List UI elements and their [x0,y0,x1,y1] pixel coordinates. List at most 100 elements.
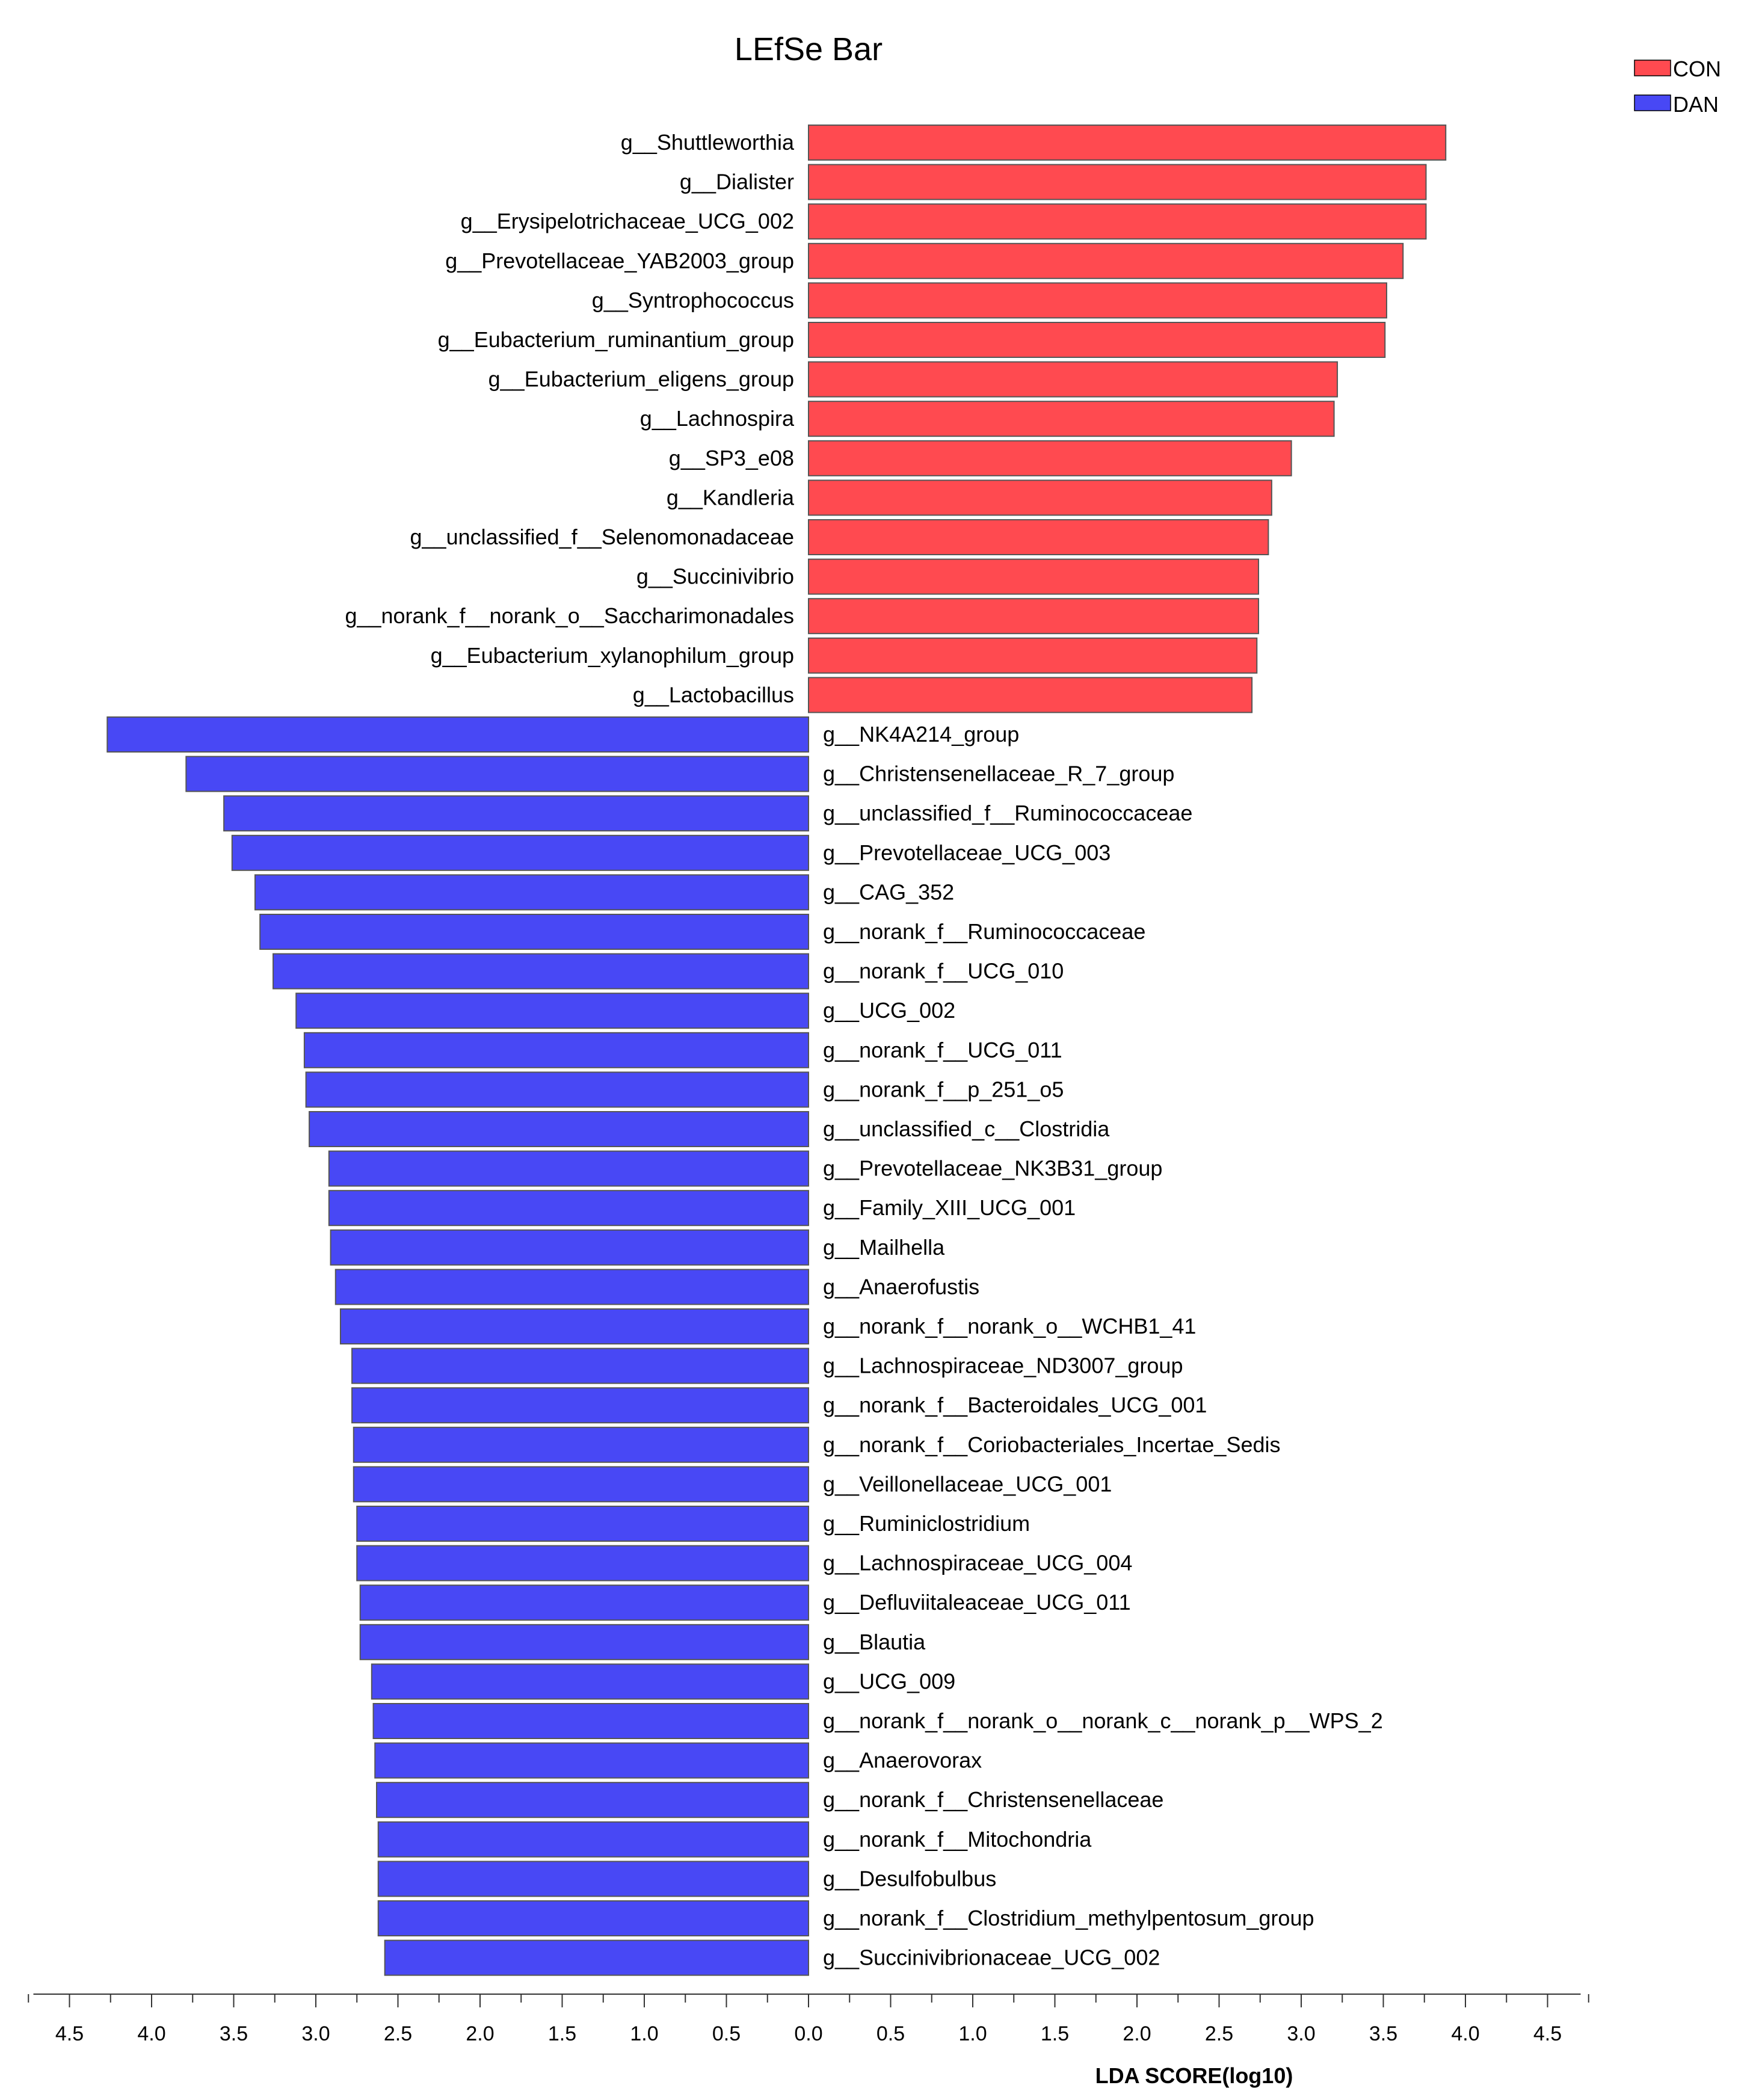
bar-label-con-10: g__unclassified_f__Selenomonadaceae [410,525,795,549]
bar-dan-27 [376,1782,809,1818]
bar-label-dan-29: g__Desulfobulbus [823,1866,996,1891]
bar-con-8 [808,440,1292,476]
bar-label-dan-30: g__norank_f__Clostridium_methylpentosum_… [823,1906,1314,1930]
bar-label-con-7: g__Lachnospira [640,406,795,431]
bar-con-10 [808,519,1269,555]
bar-dan-4 [254,874,809,911]
bar-label-con-5: g__Eubacterium_ruminantium_group [438,327,794,352]
bar-label-dan-19: g__Veillonellaceae_UCG_001 [823,1471,1112,1496]
x-tick-label: 3.5 [220,2022,248,2045]
bar-dan-13 [330,1229,809,1266]
bar-label-dan-16: g__Lachnospiraceae_ND3007_group [823,1353,1183,1378]
x-tick-label: 2.5 [1205,2022,1233,2045]
bar-label-dan-18: g__norank_f__Coriobacteriales_Incertae_S… [823,1432,1281,1457]
bar-label-dan-2: g__unclassified_f__Ruminococcaceae [823,801,1192,825]
bar-label-dan-4: g__CAG_352 [823,879,954,904]
bar-dan-31 [384,1939,809,1976]
bar-label-dan-21: g__Lachnospiraceae_UCG_004 [823,1551,1132,1575]
x-tick-label: 2.0 [466,2022,494,2045]
bar-dan-14 [334,1269,809,1305]
bar-label-dan-10: g__unclassified_c__Clostridia [823,1116,1110,1141]
bar-label-dan-24: g__UCG_009 [823,1669,955,1693]
bar-label-con-4: g__Syntrophococcus [592,288,794,312]
bar-dan-24 [371,1663,809,1700]
x-tick-label: 3.5 [1369,2022,1397,2045]
bar-label-dan-1: g__Christensenellaceae_R_7_group [823,762,1174,786]
bar-label-dan-25: g__norank_f__norank_o__norank_c__norank_… [823,1708,1383,1733]
bar-con-2 [808,203,1427,240]
bar-dan-21 [356,1545,809,1581]
bar-label-con-13: g__Eubacterium_xylanophilum_group [431,643,794,668]
bar-label-dan-31: g__Succinivibrionaceae_UCG_002 [823,1945,1160,1970]
bar-label-dan-15: g__norank_f__norank_o__WCHB1_41 [823,1314,1196,1338]
bar-dan-25 [372,1703,809,1739]
bar-labels-group: g__Shuttleworthia g__Dialister g__Erysipel… [345,130,1382,1970]
bar-con-0 [808,125,1447,161]
x-tick-label: 4.0 [137,2022,165,2045]
bar-label-dan-5: g__norank_f__Ruminococcaceae [823,919,1145,944]
x-tick-label: 1.5 [548,2022,576,2045]
bar-con-11 [808,558,1260,595]
bar-label-con-14: g__Lactobacillus [633,682,794,707]
bar-dan-8 [303,1032,809,1068]
bar-label-con-11: g__Succinivibrio [636,564,794,589]
bar-label-dan-7: g__UCG_002 [823,998,955,1023]
bar-label-dan-6: g__norank_f__UCG_010 [823,959,1064,984]
bar-label-dan-23: g__Blautia [823,1630,926,1654]
bar-dan-28 [377,1821,809,1858]
bar-con-7 [808,401,1335,437]
bars-group [106,125,1447,1976]
bar-label-dan-14: g__Anaerofustis [823,1274,979,1299]
bar-dan-30 [377,1900,809,1936]
x-tick-label: 0.5 [876,2022,905,2045]
legend-label-dan: DAN [1673,92,1719,117]
chart-title: LEfSe Bar [735,31,883,67]
bar-label-dan-27: g__norank_f__Christensenellaceae [823,1787,1163,1812]
bar-dan-3 [231,834,809,871]
bar-label-con-2: g__Erysipelotrichaceae_UCG_002 [461,209,794,233]
legend-swatch-dan [1634,94,1671,111]
bar-con-13 [808,637,1258,674]
bar-dan-5 [259,914,809,950]
bar-label-con-3: g__Prevotellaceae_YAB2003_group [445,248,794,273]
legend-swatch-con [1634,60,1671,76]
bar-dan-26 [374,1742,809,1779]
bar-dan-12 [328,1190,809,1227]
x-axis-title: LDA SCORE(log10) [1095,2063,1293,2088]
bar-dan-19 [353,1466,809,1503]
bar-dan-20 [356,1506,809,1542]
bar-label-dan-17: g__norank_f__Bacteroidales_UCG_001 [823,1393,1207,1417]
bar-label-con-9: g__Kandleria [667,485,795,510]
x-tick-label: 4.5 [55,2022,84,2045]
bar-con-12 [808,598,1260,635]
bar-label-dan-8: g__norank_f__UCG_011 [823,1038,1062,1062]
bar-dan-29 [377,1861,809,1897]
bar-dan-7 [295,993,809,1029]
bar-label-dan-9: g__norank_f__p_251_o5 [823,1077,1064,1101]
x-tick-label: 1.5 [1041,2022,1069,2045]
bar-label-con-8: g__SP3_e08 [669,446,794,470]
x-tick-label: 1.0 [630,2022,658,2045]
bar-con-9 [808,479,1272,516]
bar-label-dan-11: g__Prevotellaceae_NK3B31_group [823,1156,1162,1181]
bar-label-dan-22: g__Defluviitaleaceae_UCG_011 [823,1590,1131,1615]
bar-con-6 [808,361,1339,398]
x-tick-label: 2.5 [384,2022,412,2045]
x-tick-label: 3.0 [1287,2022,1315,2045]
legend-label-con: CON [1673,57,1721,81]
bar-con-14 [808,677,1253,713]
legend: CON DAN [1634,57,1721,117]
bar-con-3 [808,242,1404,279]
bar-dan-6 [273,953,809,990]
x-tick-label: 4.0 [1451,2022,1479,2045]
bar-dan-22 [359,1584,809,1621]
bar-label-dan-26: g__Anaerovorax [823,1748,982,1773]
x-tick-label: 4.5 [1533,2022,1562,2045]
x-tick-label: 1.0 [958,2022,987,2045]
bar-dan-11 [328,1150,809,1187]
bar-dan-9 [305,1071,809,1108]
bar-dan-15 [339,1308,809,1344]
bar-label-dan-3: g__Prevotellaceae_UCG_003 [823,840,1111,865]
bar-label-con-0: g__Shuttleworthia [621,130,795,155]
